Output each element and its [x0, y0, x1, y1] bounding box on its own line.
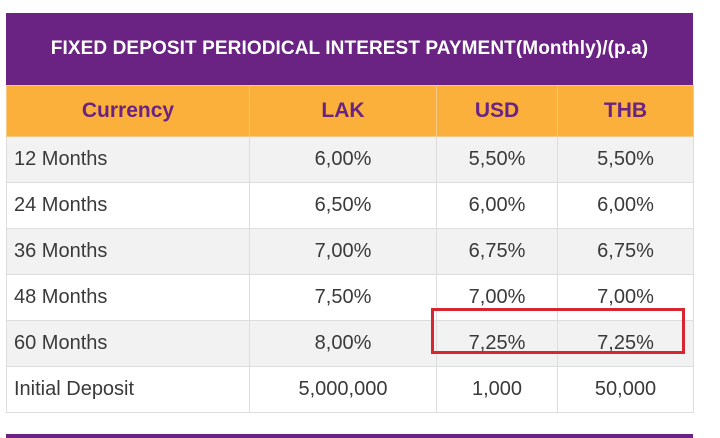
row-label: 60 Months — [6, 320, 250, 367]
cell-lak: 5,000,000 — [249, 366, 437, 413]
cell-lak: 6,00% — [249, 136, 437, 183]
cell-lak: 7,00% — [249, 228, 437, 275]
table-row: 12 Months 6,00% 5,50% 5,50% — [6, 136, 694, 183]
cell-usd: 6,75% — [436, 228, 558, 275]
table-row: 48 Months 7,50% 7,00% 7,00% — [6, 274, 694, 321]
cell-lak: 7,50% — [249, 274, 437, 321]
cell-thb: 50,000 — [557, 366, 694, 413]
cell-thb: 6,75% — [557, 228, 694, 275]
cell-usd: 7,00% — [436, 274, 558, 321]
bottom-divider — [6, 434, 693, 438]
table-title: FIXED DEPOSIT PERIODICAL INTEREST PAYMEN… — [6, 13, 693, 85]
cell-thb: 7,00% — [557, 274, 694, 321]
cell-thb: 5,50% — [557, 136, 694, 183]
header-currency: Currency — [6, 85, 250, 137]
interest-rate-table: Currency LAK USD THB 12 Months 6,00% 5,5… — [6, 85, 694, 413]
cell-usd: 5,50% — [436, 136, 558, 183]
cell-usd: 7,25% — [436, 320, 558, 367]
cell-thb: 7,25% — [557, 320, 694, 367]
row-label: 24 Months — [6, 182, 250, 229]
row-label: 12 Months — [6, 136, 250, 183]
cell-thb: 6,00% — [557, 182, 694, 229]
table-row: 36 Months 7,00% 6,75% 6,75% — [6, 228, 694, 275]
cell-usd: 1,000 — [436, 366, 558, 413]
row-label: 48 Months — [6, 274, 250, 321]
header-row: Currency LAK USD THB — [6, 85, 694, 137]
header-lak: LAK — [249, 85, 437, 137]
table-row: 60 Months 8,00% 7,25% 7,25% — [6, 320, 694, 367]
cell-lak: 8,00% — [249, 320, 437, 367]
cell-usd: 6,00% — [436, 182, 558, 229]
cell-lak: 6,50% — [249, 182, 437, 229]
interest-rate-panel: FIXED DEPOSIT PERIODICAL INTEREST PAYMEN… — [6, 13, 694, 413]
table-row: Initial Deposit 5,000,000 1,000 50,000 — [6, 366, 694, 413]
row-label: Initial Deposit — [6, 366, 250, 413]
row-label: 36 Months — [6, 228, 250, 275]
header-thb: THB — [557, 85, 694, 137]
table-row: 24 Months 6,50% 6,00% 6,00% — [6, 182, 694, 229]
header-usd: USD — [436, 85, 558, 137]
